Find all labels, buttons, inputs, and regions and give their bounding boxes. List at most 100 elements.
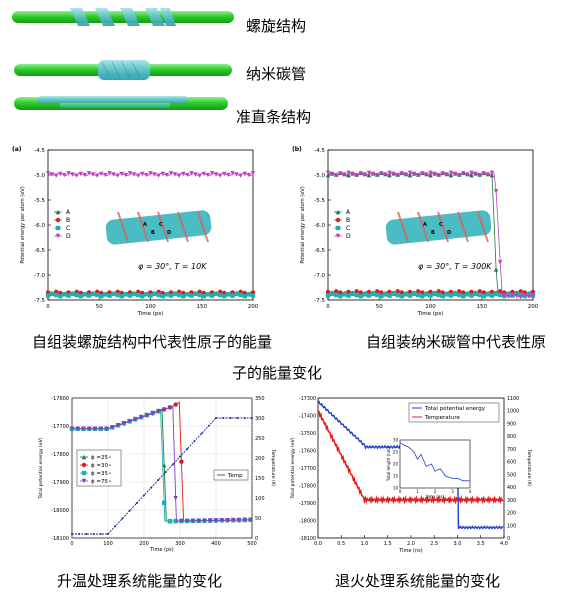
inset-x-tick-label: 1 bbox=[416, 489, 419, 494]
data-point-D bbox=[226, 172, 231, 178]
data-point-C bbox=[383, 292, 388, 297]
y-axis-label: Potential energy per atom (eV) bbox=[300, 186, 306, 263]
y-tick-label: -17700 bbox=[299, 466, 316, 472]
data-point-C bbox=[131, 291, 137, 296]
data-point-D bbox=[420, 171, 425, 176]
data-point-C bbox=[115, 292, 120, 298]
chart-b: (b) -4.5 -5.0 -5.5 -6.0 -6.5 -7.0 -7.50 50 100 150… bbox=[292, 146, 539, 317]
inset-plot-area bbox=[399, 439, 471, 489]
label-nanotube: 纳米碳管 bbox=[246, 65, 307, 83]
data-point-D bbox=[370, 171, 376, 177]
data-point-A bbox=[493, 267, 499, 272]
y2-tick-label: 900 bbox=[507, 421, 516, 427]
data-point bbox=[150, 411, 155, 416]
chart-d: -17300 -17400 -17500 -17600 -17700 -17800 -179… bbox=[290, 396, 532, 554]
data-point-C bbox=[99, 294, 104, 299]
inset-line bbox=[399, 442, 470, 482]
y-axis-label: Total potential energy (eV) bbox=[38, 437, 44, 499]
temp-point bbox=[243, 417, 246, 419]
data-point-C bbox=[189, 293, 194, 298]
data-point-A bbox=[407, 173, 413, 178]
series-D bbox=[325, 170, 536, 300]
legend: ϕ =25∘ ϕ =30∘ ϕ =35∘ ϕ =75∘ bbox=[76, 449, 122, 487]
data-point-D bbox=[403, 172, 409, 177]
x-tick-label: 200 bbox=[528, 304, 539, 310]
data-point-D bbox=[82, 172, 88, 178]
helix-stripe bbox=[197, 211, 209, 243]
data-point-C bbox=[177, 292, 182, 298]
data-point-B bbox=[477, 289, 482, 294]
y-tick-label: -5.0 bbox=[34, 173, 45, 179]
data-point-C bbox=[127, 293, 133, 298]
helix-stripe bbox=[437, 211, 449, 243]
data-point-D bbox=[350, 171, 355, 177]
data-point-C bbox=[346, 293, 351, 298]
data-point bbox=[69, 426, 75, 431]
legend-label: ϕ =75∘ bbox=[91, 479, 111, 485]
temp-point bbox=[179, 455, 181, 458]
data-point-C bbox=[86, 293, 92, 298]
data-point-C bbox=[325, 293, 331, 298]
data-point-D bbox=[238, 173, 243, 178]
temp-point bbox=[193, 440, 196, 443]
data-point-B bbox=[325, 289, 331, 295]
data-point-C bbox=[493, 291, 499, 296]
inset-y-axis-label: Total length (nm) bbox=[386, 446, 391, 482]
y2-tick-label: 350 bbox=[255, 396, 265, 402]
temp-point bbox=[157, 478, 160, 481]
data-point-C bbox=[391, 291, 396, 296]
data-point-D bbox=[205, 172, 211, 178]
inset-y-tick-label: 25 bbox=[393, 450, 399, 455]
data-point-B bbox=[366, 289, 372, 295]
data-point-D bbox=[144, 172, 149, 178]
data-point-D bbox=[213, 172, 219, 177]
data-point-D bbox=[45, 171, 51, 176]
data-point-D bbox=[383, 172, 388, 177]
data-point-C bbox=[78, 294, 83, 299]
inset-point-label: A bbox=[143, 222, 147, 228]
temp-point bbox=[186, 447, 189, 450]
y2-tick-label: 300 bbox=[507, 498, 516, 504]
x-tick-label: 200 bbox=[139, 541, 149, 547]
x-tick-label: 0 bbox=[46, 304, 50, 310]
data-point-C bbox=[498, 292, 503, 298]
legend-marker-D bbox=[335, 233, 341, 239]
data-point-B bbox=[440, 290, 445, 295]
data-point-D bbox=[242, 171, 247, 177]
legend-label: ϕ =30∘ bbox=[91, 463, 111, 469]
legend-marker-C bbox=[335, 225, 341, 231]
data-point-C bbox=[338, 294, 343, 299]
y2-tick-label: 400 bbox=[507, 485, 516, 491]
data-point-D bbox=[432, 171, 437, 177]
data-point-C bbox=[119, 294, 124, 299]
data-point-C bbox=[205, 292, 211, 297]
series-ϕ =75∘ bbox=[69, 405, 253, 524]
data-point-C bbox=[395, 292, 400, 298]
y-axis-label: Total potential energy (eV) bbox=[290, 437, 296, 499]
y-tick-label: -17800 bbox=[299, 484, 316, 490]
data-point bbox=[104, 426, 109, 431]
inset-point-label: C bbox=[439, 222, 443, 228]
data-point-B bbox=[461, 290, 466, 295]
temp-point bbox=[135, 502, 138, 505]
label-helix: 螺旋结构 bbox=[246, 17, 307, 35]
data-point-D bbox=[338, 171, 343, 176]
y-tick-label: -17300 bbox=[299, 396, 316, 402]
data-point-C bbox=[95, 292, 100, 298]
data-point-C bbox=[54, 292, 59, 298]
data-point bbox=[173, 402, 178, 407]
data-point bbox=[167, 518, 173, 524]
series-line-temperature bbox=[317, 410, 504, 505]
data-point-D bbox=[379, 171, 384, 176]
data-point-D bbox=[107, 171, 112, 176]
inset-point-label: D bbox=[447, 230, 451, 236]
caption-a: 自组装螺旋结构中代表性原子的能量 bbox=[32, 333, 273, 351]
legend-label-A: A bbox=[66, 209, 71, 216]
y2-tick-label: 800 bbox=[507, 434, 516, 440]
temp-point bbox=[71, 533, 73, 535]
data-point-B bbox=[375, 289, 380, 294]
x-tick-label: 4.0 bbox=[500, 541, 508, 547]
data-point-B bbox=[387, 289, 392, 295]
x-tick-label: 0.0 bbox=[314, 541, 322, 547]
data-point-D bbox=[127, 171, 133, 176]
